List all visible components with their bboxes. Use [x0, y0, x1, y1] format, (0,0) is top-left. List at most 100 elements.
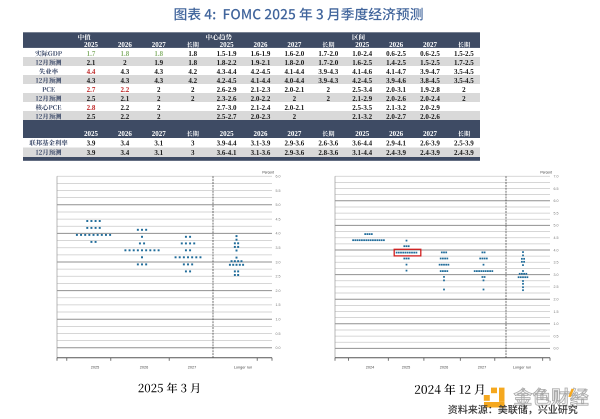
svg-text:2: 2	[327, 86, 331, 94]
svg-text:2.7: 2.7	[87, 86, 96, 94]
svg-text:2.2: 2.2	[121, 86, 130, 94]
svg-text:2: 2	[157, 104, 161, 112]
svg-text:3.6-4.4: 3.6-4.4	[352, 139, 372, 147]
svg-text:3.5: 3.5	[276, 246, 281, 250]
svg-text:2.1: 2.1	[121, 95, 130, 103]
svg-text:2.0-2.6: 2.0-2.6	[386, 95, 406, 103]
svg-text:3.1: 3.1	[154, 149, 163, 157]
svg-text:1.8-2.2: 1.8-2.2	[217, 59, 237, 67]
svg-text:3.9-4.4: 3.9-4.4	[217, 139, 237, 147]
svg-text:1.8: 1.8	[121, 50, 130, 58]
svg-text:2025: 2025	[402, 366, 410, 370]
svg-text:2025: 2025	[220, 41, 235, 49]
svg-text:4.1-4.7: 4.1-4.7	[386, 68, 406, 76]
svg-text:1.8-2.0: 1.8-2.0	[284, 59, 304, 67]
svg-text:0.0: 0.0	[554, 347, 559, 351]
svg-text:1.6-1.9: 1.6-1.9	[251, 50, 271, 58]
svg-text:2026: 2026	[389, 41, 404, 49]
svg-text:1.6-2.5: 1.6-2.5	[352, 59, 372, 67]
svg-text:3.0: 3.0	[554, 273, 559, 277]
svg-text:2027: 2027	[287, 41, 302, 49]
svg-text:0.6-2.5: 0.6-2.5	[420, 50, 440, 58]
svg-text:3.1-4.4: 3.1-4.4	[352, 149, 372, 157]
svg-text:2026: 2026	[140, 366, 148, 370]
svg-text:2.0-2.6: 2.0-2.6	[420, 113, 440, 121]
svg-text:1.8: 1.8	[154, 50, 163, 58]
svg-text:3.0: 3.0	[276, 260, 281, 264]
svg-text:6.0: 6.0	[554, 199, 559, 203]
svg-text:4.3: 4.3	[121, 77, 130, 85]
svg-text:2: 2	[462, 86, 466, 94]
svg-text:2.0-2.3: 2.0-2.3	[251, 113, 271, 121]
svg-text:2.5: 2.5	[87, 113, 96, 121]
svg-text:4.0: 4.0	[554, 248, 559, 252]
svg-text:4.5: 4.5	[276, 217, 281, 221]
svg-text:2: 2	[327, 95, 331, 103]
svg-text:6.0: 6.0	[276, 175, 281, 179]
svg-text:3.5-4.5: 3.5-4.5	[454, 77, 474, 85]
svg-text:2025: 2025	[84, 130, 99, 138]
svg-text:2: 2	[123, 59, 127, 67]
svg-text:2.8-3.6: 2.8-3.6	[318, 149, 338, 157]
svg-text:2.1-3.2: 2.1-3.2	[386, 104, 406, 112]
svg-text:3.1-3.9: 3.1-3.9	[251, 139, 271, 147]
svg-text:1.5-2.5: 1.5-2.5	[454, 50, 474, 58]
svg-text:2.0-2.1: 2.0-2.1	[284, 104, 304, 112]
svg-text:2027: 2027	[478, 366, 486, 370]
svg-text:4.0: 4.0	[276, 232, 281, 236]
svg-text:4.1-4.4: 4.1-4.4	[284, 68, 304, 76]
svg-text:4.2: 4.2	[188, 77, 197, 85]
svg-text:1.9: 1.9	[154, 59, 163, 67]
svg-text:4.3: 4.3	[87, 77, 96, 85]
svg-text:4.1-4.6: 4.1-4.6	[352, 68, 372, 76]
svg-text:2.0-2.2: 2.0-2.2	[251, 95, 271, 103]
svg-text:2.2: 2.2	[121, 113, 130, 121]
svg-text:2.6-3.6: 2.6-3.6	[318, 139, 338, 147]
svg-text:4.3: 4.3	[154, 77, 163, 85]
svg-text:2.0-2.1: 2.0-2.1	[284, 86, 304, 94]
svg-text:2: 2	[293, 113, 297, 121]
svg-text:3.4: 3.4	[121, 149, 130, 157]
svg-text:6.5: 6.5	[554, 187, 559, 191]
svg-text:4.2-4.5: 4.2-4.5	[251, 68, 271, 76]
svg-text:1.5: 1.5	[554, 310, 559, 314]
svg-text:4.3-4.4: 4.3-4.4	[217, 68, 237, 76]
svg-text:1.0: 1.0	[276, 318, 281, 322]
svg-text:3.9-4.3: 3.9-4.3	[318, 77, 338, 85]
svg-text:1.8: 1.8	[188, 59, 197, 67]
svg-text:3.1: 3.1	[154, 139, 163, 147]
svg-text:2.0-2.4: 2.0-2.4	[420, 95, 440, 103]
svg-text:4.0-4.4: 4.0-4.4	[284, 77, 304, 85]
svg-text:1.6-2.0: 1.6-2.0	[284, 50, 304, 58]
svg-text:3.6-4.1: 3.6-4.1	[217, 149, 237, 157]
svg-text:2.0: 2.0	[554, 298, 559, 302]
svg-text:2027: 2027	[423, 130, 438, 138]
svg-text:3.9-4.6: 3.9-4.6	[386, 77, 406, 85]
svg-text:2027: 2027	[423, 41, 438, 49]
svg-text:2.5: 2.5	[276, 275, 281, 279]
svg-text:2026: 2026	[254, 130, 269, 138]
svg-text:3.4: 3.4	[121, 139, 130, 147]
svg-text:2: 2	[157, 86, 161, 94]
svg-text:2026: 2026	[440, 366, 448, 370]
svg-text:2: 2	[191, 86, 195, 94]
svg-text:3.9: 3.9	[87, 149, 96, 157]
svg-text:4.3: 4.3	[154, 68, 163, 76]
svg-text:2.8: 2.8	[87, 104, 96, 112]
svg-text:5.0: 5.0	[554, 224, 559, 228]
svg-text:1.7-2.0: 1.7-2.0	[318, 59, 338, 67]
svg-text:1.5-2.5: 1.5-2.5	[420, 59, 440, 67]
svg-text:2.1-3.2: 2.1-3.2	[352, 113, 372, 121]
svg-text:2.5-3.9: 2.5-3.9	[454, 139, 474, 147]
svg-text:2027: 2027	[287, 130, 302, 138]
svg-text:4.2-4.5: 4.2-4.5	[217, 77, 237, 85]
svg-text:2.3-2.6: 2.3-2.6	[217, 95, 237, 103]
svg-text:2: 2	[293, 95, 297, 103]
svg-text:2.5-2.7: 2.5-2.7	[217, 113, 237, 121]
svg-text:2.0: 2.0	[276, 289, 281, 293]
svg-text:4.5: 4.5	[554, 236, 559, 240]
svg-text:2.0-2.9: 2.0-2.9	[420, 104, 440, 112]
svg-text:0.5: 0.5	[276, 332, 281, 336]
svg-text:2.1-2.3: 2.1-2.3	[251, 86, 271, 94]
svg-text:2: 2	[191, 95, 195, 103]
